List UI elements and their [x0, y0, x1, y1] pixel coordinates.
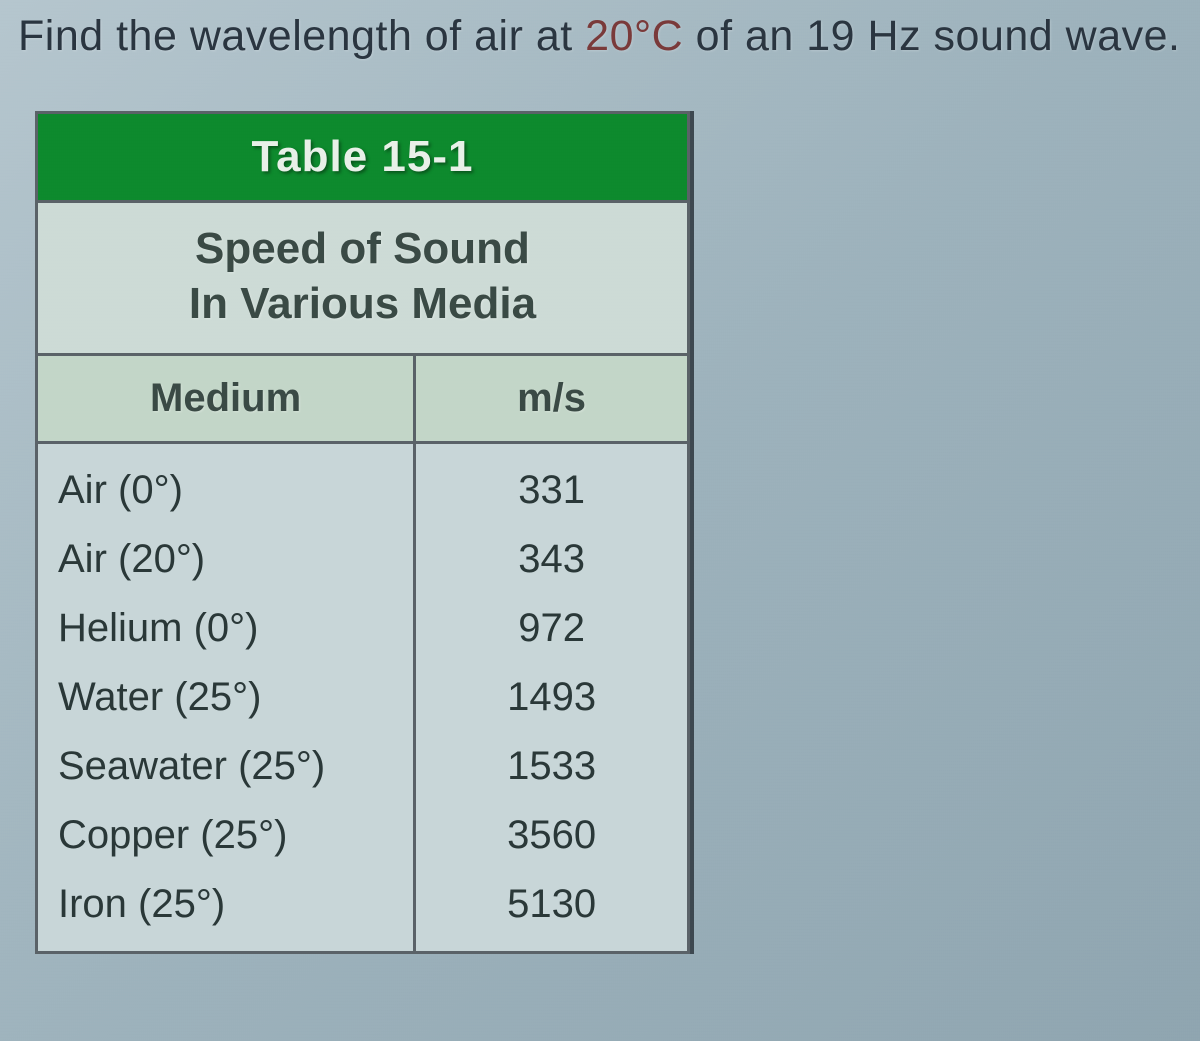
medium-cell: Iron (25°): [37, 870, 415, 953]
table-subtitle-row: Speed of Sound In Various Media: [37, 202, 689, 355]
question-text: Find the wavelength of air at 20°C of an…: [0, 0, 1200, 91]
question-suffix: of an 19 Hz sound wave.: [683, 12, 1180, 60]
value-cell: 343: [415, 525, 689, 594]
medium-cell: Seawater (25°): [37, 732, 415, 801]
value-cell: 3560: [415, 801, 689, 870]
table-wrapper: Table 15-1 Speed of Sound In Various Med…: [35, 111, 690, 954]
question-prefix: Find the wavelength of air at: [18, 12, 585, 60]
speed-of-sound-table: Table 15-1 Speed of Sound In Various Med…: [35, 111, 690, 954]
medium-cell: Helium (0°): [37, 594, 415, 663]
value-cell: 972: [415, 594, 689, 663]
table-title-row: Table 15-1: [37, 113, 689, 202]
table-header-row: Medium m/s: [37, 355, 689, 443]
table-row: Water (25°) 1493: [37, 663, 689, 732]
value-cell: 5130: [415, 870, 689, 953]
column-header-speed: m/s: [415, 355, 689, 443]
table-body: Air (0°) 331 Air (20°) 343 Helium (0°) 9…: [37, 443, 689, 953]
medium-cell: Copper (25°): [37, 801, 415, 870]
table-row: Air (20°) 343: [37, 525, 689, 594]
table-row: Iron (25°) 5130: [37, 870, 689, 953]
medium-cell: Water (25°): [37, 663, 415, 732]
question-temperature: 20°C: [585, 12, 683, 60]
medium-cell: Air (0°): [37, 443, 415, 526]
value-cell: 1493: [415, 663, 689, 732]
table-title: Table 15-1: [37, 113, 689, 202]
table-row: Air (0°) 331: [37, 443, 689, 526]
medium-cell: Air (20°): [37, 525, 415, 594]
value-cell: 1533: [415, 732, 689, 801]
subtitle-line2: In Various Media: [189, 279, 536, 328]
page-container: Find the wavelength of air at 20°C of an…: [0, 0, 1200, 1041]
table-row: Seawater (25°) 1533: [37, 732, 689, 801]
table-subtitle: Speed of Sound In Various Media: [37, 202, 689, 355]
table-row: Helium (0°) 972: [37, 594, 689, 663]
column-header-medium: Medium: [37, 355, 415, 443]
table-row: Copper (25°) 3560: [37, 801, 689, 870]
subtitle-line1: Speed of Sound: [195, 224, 530, 273]
value-cell: 331: [415, 443, 689, 526]
